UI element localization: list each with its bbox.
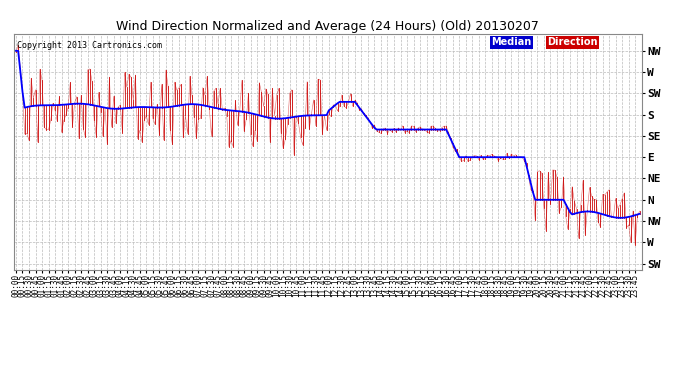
Text: Direction: Direction	[548, 37, 598, 47]
Title: Wind Direction Normalized and Average (24 Hours) (Old) 20130207: Wind Direction Normalized and Average (2…	[117, 20, 539, 33]
Text: Copyright 2013 Cartronics.com: Copyright 2013 Cartronics.com	[17, 41, 162, 50]
Text: Median: Median	[491, 37, 531, 47]
